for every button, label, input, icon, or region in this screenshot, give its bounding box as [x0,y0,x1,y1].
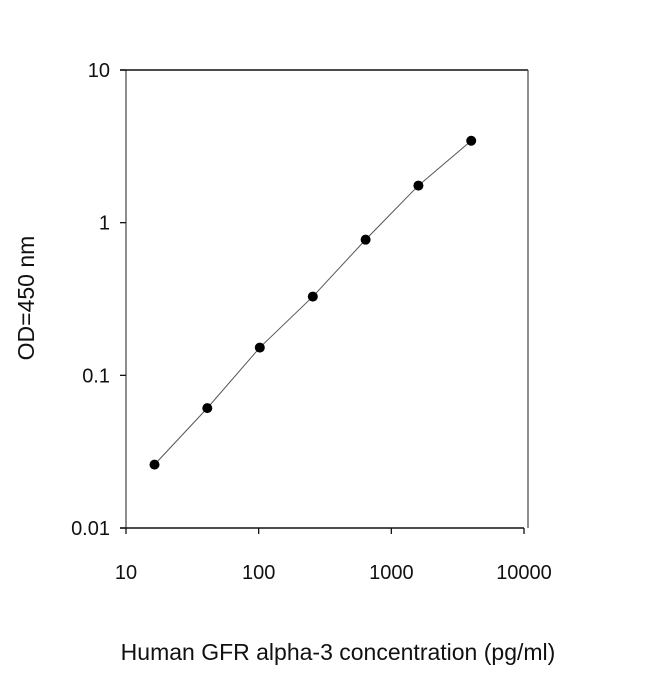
x-axis-title: Human GFR alpha-3 concentration (pg/ml) [121,639,556,665]
x-tick-label: 100 [242,562,275,584]
data-point [254,342,265,353]
y-axis-title: OD=450 nm [13,236,39,361]
data-point [360,234,371,245]
fit-line [154,140,472,465]
x-tick-label: 10 [115,562,137,584]
y-tick-label: 0.1 [82,365,110,387]
x-tick-label: 10000 [496,562,552,584]
x-axis-ticks: 10 100 1000 10000 [115,528,552,584]
plot-frame [120,69,529,529]
y-tick-label: 1 [99,213,110,235]
y-tick-label: 0.01 [71,518,110,540]
data-point [466,135,477,146]
data-point [413,180,424,191]
x-tick-label: 1000 [369,562,414,584]
data-point [307,291,318,302]
y-tick-label: 10 [88,60,110,82]
y-axis-ticks: 0.01 0.1 1 10 [71,60,126,540]
data-point [202,403,213,414]
data-series [149,135,477,470]
data-point [149,459,160,470]
